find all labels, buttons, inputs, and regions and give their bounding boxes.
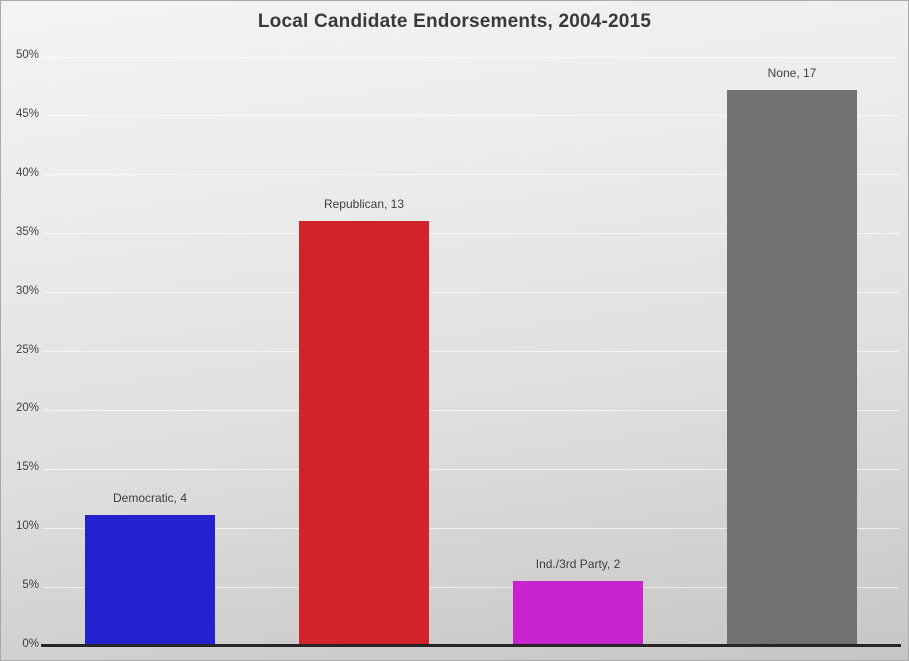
y-axis-tick-label: 40% — [15, 166, 39, 179]
gridline-50% — [43, 56, 899, 58]
y-axis-tick-label: 5% — [22, 579, 39, 592]
bar-none — [727, 89, 857, 646]
y-axis-tick-label: 50% — [15, 49, 39, 61]
y-axis-tick-label: 15% — [15, 461, 39, 474]
y-axis-tick-label: 45% — [15, 107, 39, 120]
y-axis-tick-label: 0% — [22, 638, 39, 650]
y-axis-tick-label: 25% — [15, 343, 39, 356]
bar-democratic — [85, 515, 215, 646]
y-axis-tick-label: 35% — [15, 225, 39, 238]
bar-ind-3rd-party — [513, 580, 643, 646]
chart-title: Local Candidate Endorsements, 2004-2015 — [257, 11, 652, 32]
gridline-25% — [43, 351, 899, 352]
gridline-20% — [43, 409, 899, 411]
x-axis-line — [41, 644, 901, 647]
gridline-35% — [43, 233, 899, 235]
gridline-30% — [43, 292, 899, 294]
bar-data-label: Republican, 13 — [323, 196, 405, 211]
y-axis-tick-label: 30% — [15, 284, 39, 297]
bar-republican — [299, 220, 429, 646]
gridline-5% — [43, 586, 899, 588]
gridline-10% — [43, 527, 899, 529]
y-axis-tick-label: 10% — [15, 520, 39, 533]
gridline-15% — [43, 468, 899, 470]
bar-data-label: Democratic, 4 — [112, 491, 188, 506]
bar-data-label: None, 17 — [767, 65, 817, 80]
bar-data-label: Ind./3rd Party, 2 — [535, 556, 621, 571]
gridline-45% — [43, 115, 899, 117]
gridline-40% — [43, 174, 899, 176]
y-axis-tick-label: 20% — [15, 402, 39, 415]
